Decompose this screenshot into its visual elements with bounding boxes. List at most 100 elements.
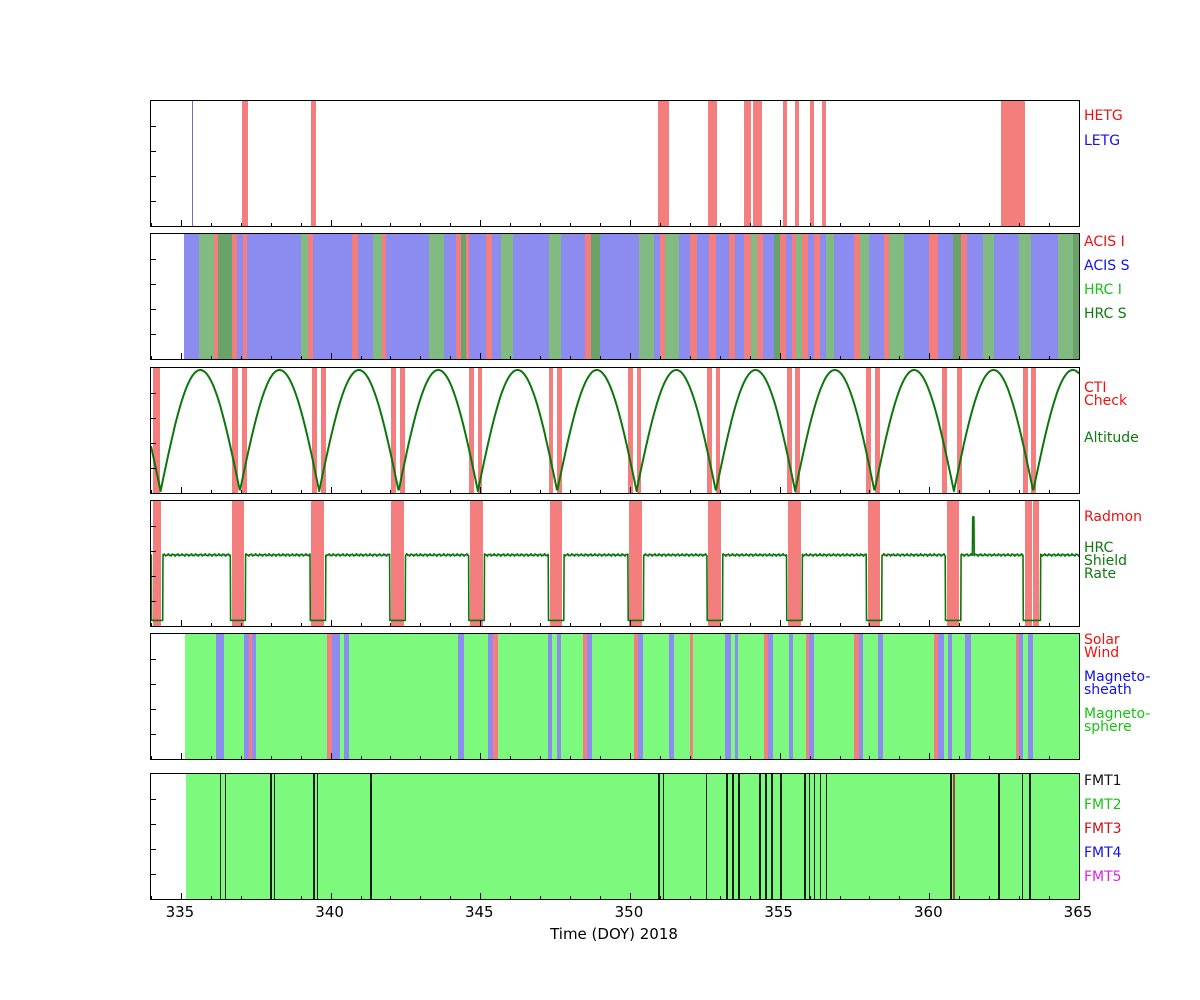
legend-label: Altitude	[1084, 430, 1139, 446]
x-tick-major	[330, 487, 332, 493]
legend-gratings: HETG LETG	[1084, 109, 1198, 160]
x-tick-minor	[989, 223, 991, 226]
legend-label: ACIS S	[1084, 258, 1130, 274]
x-tick-minor	[240, 356, 242, 359]
x-tick-major	[180, 220, 182, 226]
interval-acis_i	[243, 234, 248, 359]
interval-radmon	[1033, 501, 1039, 626]
x-tick-minor	[899, 356, 901, 359]
legend-label: Radmon	[1084, 509, 1142, 525]
x-tick-minor	[270, 756, 272, 759]
interval-fmt1	[819, 774, 822, 899]
interval-fmt1	[706, 774, 708, 899]
legend-label: Check	[1084, 393, 1128, 409]
legend-entry: FMT1	[1084, 774, 1198, 788]
interval-magnetosheath	[243, 634, 249, 759]
x-tick-minor	[300, 490, 302, 493]
x-tick-minor	[390, 223, 392, 226]
x-tick-major	[629, 353, 631, 359]
x-tick-minor	[510, 223, 512, 226]
x-tick-major	[1079, 620, 1080, 626]
interval-acis_s	[653, 234, 660, 359]
x-tick-minor	[989, 356, 991, 359]
interval-hrc_i	[860, 234, 870, 359]
interval-cti	[786, 368, 792, 493]
x-tick-major	[180, 353, 182, 359]
interval-fmt1	[270, 774, 272, 899]
interval-magnetosheath	[788, 634, 794, 759]
x-tick-minor	[360, 756, 362, 759]
interval-cti	[400, 368, 405, 493]
interval-hrc_i	[638, 234, 654, 359]
interval-acis_i	[779, 234, 786, 359]
x-tick-minor	[540, 896, 542, 899]
x-tick-major	[1079, 353, 1080, 359]
interval-acis_i	[929, 234, 939, 359]
x-tick-minor	[540, 623, 542, 626]
y-tick	[151, 284, 156, 285]
interval-magnetosheath	[457, 634, 464, 759]
x-tick-major	[779, 353, 781, 359]
legend-label: Magneto-	[1084, 706, 1151, 722]
interval-hetg	[658, 101, 669, 226]
y-tick	[151, 684, 156, 685]
interval-hrc_i	[664, 234, 680, 359]
x-tick-minor	[300, 896, 302, 899]
legend-label: Rate	[1084, 566, 1117, 582]
legend-entry: Altitude	[1084, 430, 1198, 446]
x-tick-major	[330, 753, 332, 759]
x-tick-minor	[659, 356, 661, 359]
interval-radmon	[391, 501, 404, 626]
x-tick-major	[330, 353, 332, 359]
interval-magnetosheath	[734, 634, 739, 759]
interval-cti	[468, 368, 474, 493]
x-tick-minor	[1049, 896, 1051, 899]
x-tick-minor	[749, 896, 751, 899]
interval-fmt1	[771, 774, 773, 899]
panel-regions	[150, 633, 1080, 760]
interval-acis_i	[709, 234, 716, 359]
interval-acis_s	[386, 234, 430, 359]
x-tick-minor	[869, 896, 871, 899]
interval-hetg	[752, 101, 762, 226]
x-tick-minor	[659, 623, 661, 626]
x-tick-label: 355	[764, 903, 793, 921]
interval-hetg	[821, 101, 827, 226]
interval-fmt1	[732, 774, 734, 899]
x-tick-minor	[510, 896, 512, 899]
altitude-curve	[151, 368, 1079, 493]
x-tick-minor	[959, 756, 961, 759]
panel-radzone	[150, 500, 1080, 627]
interval-cti	[548, 368, 554, 493]
x-tick-minor	[600, 623, 602, 626]
x-tick-major	[480, 753, 482, 759]
x-tick-major	[629, 220, 631, 226]
legend-label: sphere	[1084, 719, 1132, 735]
interval-magnetosheath	[768, 634, 774, 759]
x-tick-minor	[719, 623, 721, 626]
x-axis-label: Time (DOY) 2018	[550, 925, 678, 943]
x-tick-minor	[151, 490, 152, 493]
x-tick-minor	[420, 356, 422, 359]
y-tick	[151, 309, 156, 310]
interval-acis_s	[993, 234, 1020, 359]
x-tick-minor	[809, 223, 811, 226]
interval-cti	[312, 368, 318, 493]
y-tick	[151, 468, 156, 469]
interval-fmt1	[765, 774, 767, 899]
x-tick-minor	[210, 223, 212, 226]
legend-entry: HRC S	[1084, 307, 1198, 321]
x-tick-major	[180, 620, 182, 626]
interval-acis_i	[213, 234, 219, 359]
x-tick-minor	[420, 623, 422, 626]
interval-radmon	[867, 501, 881, 626]
x-tick-minor	[600, 756, 602, 759]
x-tick-minor	[1049, 623, 1051, 626]
x-tick-minor	[151, 356, 152, 359]
x-tick-minor	[719, 896, 721, 899]
x-tick-minor	[869, 756, 871, 759]
x-tick-minor	[689, 896, 691, 899]
interval-radmon	[788, 501, 801, 626]
legend-label: CTI	[1084, 380, 1107, 396]
interval-radmon	[470, 501, 483, 626]
